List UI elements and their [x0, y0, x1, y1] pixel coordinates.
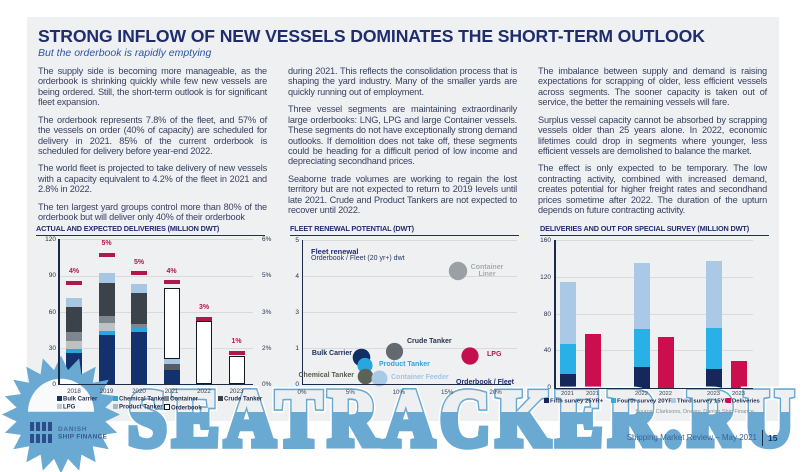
svg-text:DANISH: DANISH [58, 426, 87, 433]
svg-text:SEATRACKER.RU: SEATRACKER.RU [128, 373, 800, 463]
svg-text:SEATRACKER.RU: SEATRACKER.RU [128, 373, 800, 463]
svg-text:SEATRACKER.RU: SEATRACKER.RU [128, 373, 800, 463]
svg-text:SHIP FINANCE: SHIP FINANCE [58, 434, 108, 441]
